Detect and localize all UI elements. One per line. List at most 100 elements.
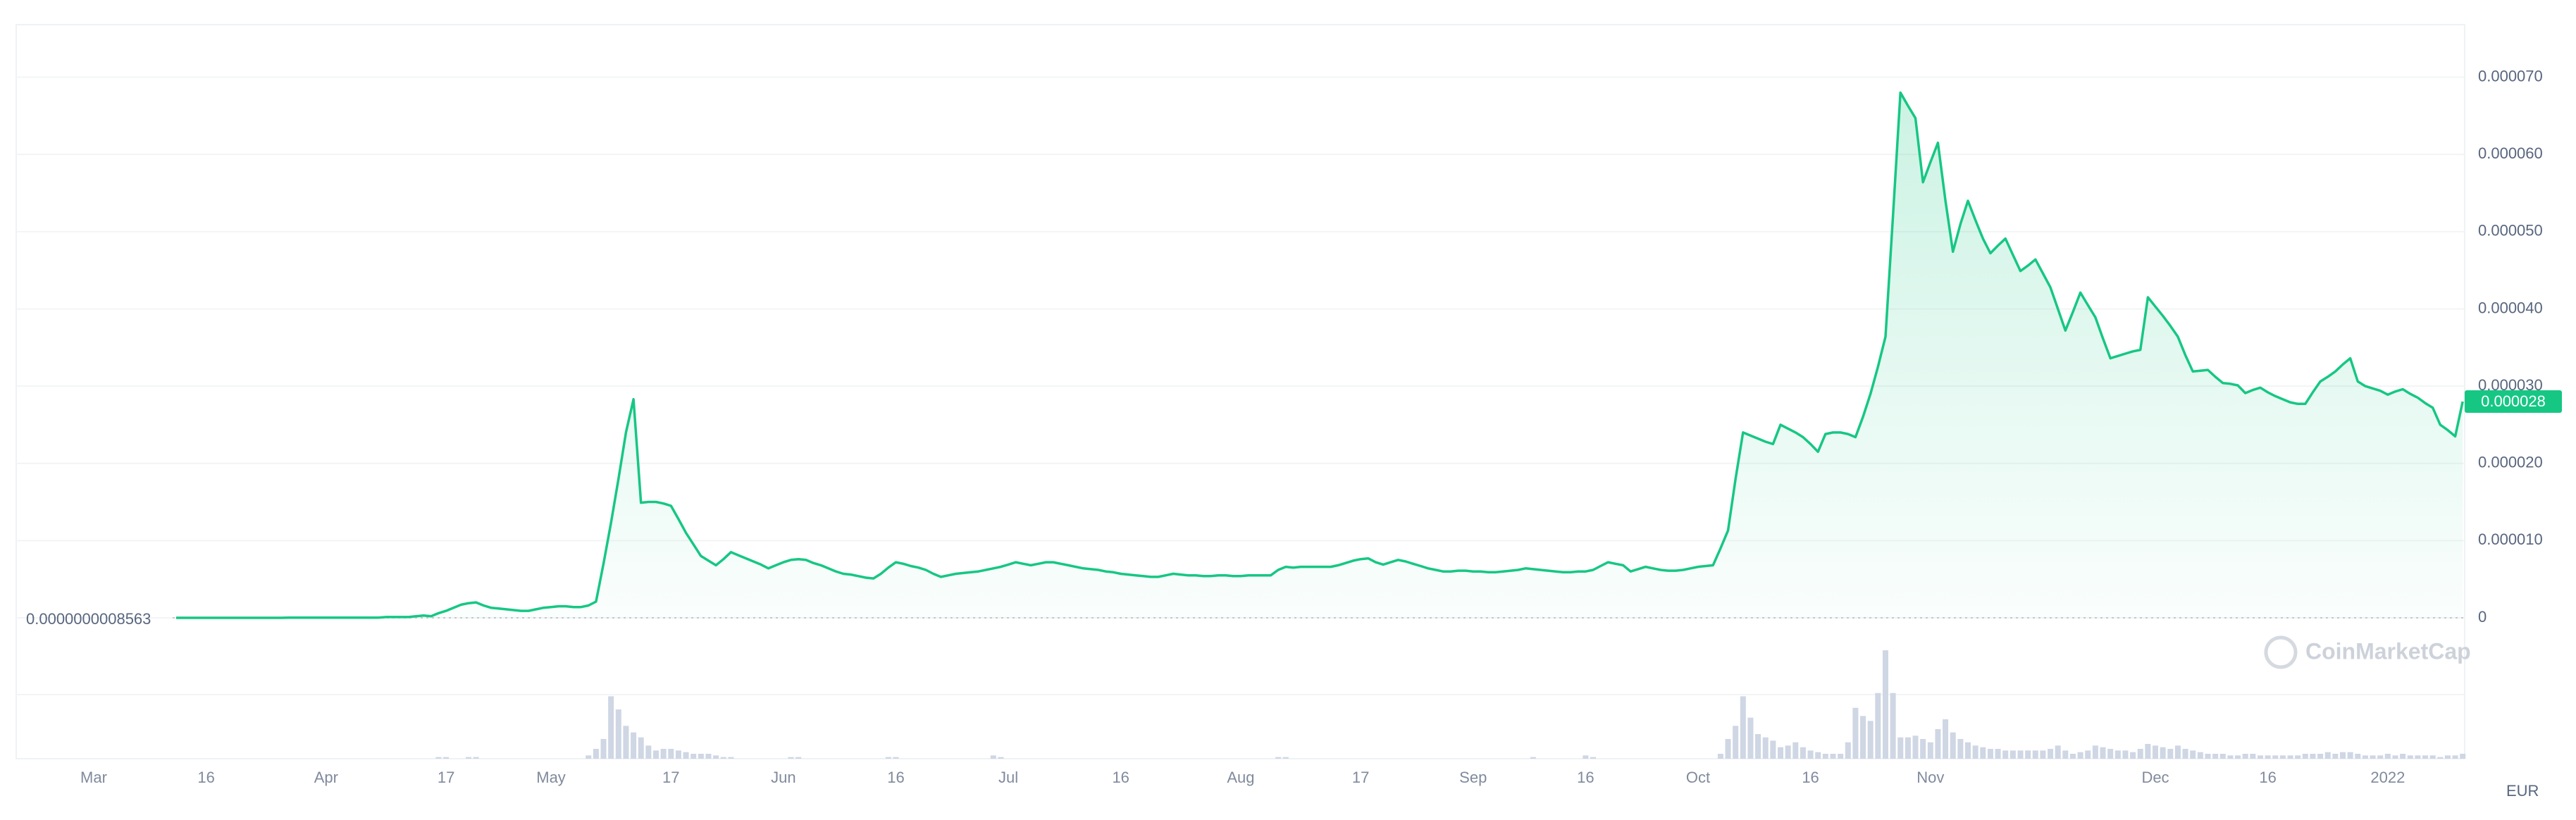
volume-bar xyxy=(2362,755,2368,759)
volume-bar xyxy=(720,757,726,759)
volume-bar xyxy=(2317,754,2324,759)
volume-bar xyxy=(1747,717,1754,759)
volume-bar xyxy=(691,754,697,759)
volume-bar xyxy=(2190,750,2196,759)
volume-bar xyxy=(1890,692,1896,759)
volume-bar xyxy=(1822,754,1828,759)
price-area xyxy=(176,92,2463,618)
y-tick-label: 0.000060 xyxy=(2478,144,2543,162)
volume-bar xyxy=(2048,749,2054,759)
volume-bar xyxy=(990,755,996,759)
volume-bar xyxy=(2295,755,2301,759)
volume-bar xyxy=(2272,755,2279,759)
volume-bar xyxy=(2107,749,2114,759)
volume-bar xyxy=(2174,745,2181,759)
volume-bar xyxy=(2235,755,2241,759)
volume-bar xyxy=(2279,755,2286,759)
volume-bar xyxy=(1800,747,1806,759)
volume-bar xyxy=(1733,726,1739,759)
y-tick-label: 0.000070 xyxy=(2478,67,2543,85)
volume-bar xyxy=(2392,755,2398,759)
volume-bar xyxy=(2377,755,2384,759)
volume-bar xyxy=(683,752,689,759)
volume-bar xyxy=(615,709,621,759)
volume-bar xyxy=(2347,752,2353,759)
y-tick-label: 0 xyxy=(2478,608,2487,626)
volume-bar xyxy=(705,754,712,759)
volume-bar xyxy=(2302,754,2308,759)
volume-bar xyxy=(2415,755,2421,759)
x-tick-label: Nov xyxy=(1916,769,1944,786)
volume-bar xyxy=(660,749,667,759)
watermark: CoinMarketCap xyxy=(2264,635,2471,669)
x-tick-label: 17 xyxy=(438,769,454,786)
volume-bar xyxy=(466,757,471,759)
volume-bar xyxy=(2197,752,2203,759)
volume-bar xyxy=(1950,732,1956,759)
volume-bar xyxy=(2040,750,2046,759)
volume-bar xyxy=(1935,729,1941,759)
volume-bar xyxy=(1778,747,1783,759)
volume-bar xyxy=(1875,692,1881,759)
volume-bar xyxy=(2429,755,2436,759)
x-tick-label: 2022 xyxy=(2370,769,2405,786)
volume-bar xyxy=(2370,755,2376,759)
x-tick-label: May xyxy=(536,769,566,786)
volume-bar xyxy=(2130,752,2136,759)
volume-bar xyxy=(2077,752,2083,759)
volume-bar xyxy=(1845,742,1851,759)
volume-bar xyxy=(675,750,681,759)
volume-bar xyxy=(2355,754,2361,759)
volume-bar xyxy=(2182,749,2188,759)
volume-bar xyxy=(2145,744,2151,759)
volume-bar xyxy=(2219,754,2226,759)
x-tick-label: 16 xyxy=(197,769,214,786)
volume-bar xyxy=(2167,749,2174,759)
volume-bar xyxy=(2257,755,2263,759)
volume-bar xyxy=(2055,745,2061,759)
volume-bar xyxy=(1755,734,1761,759)
volume-bar xyxy=(998,757,1004,759)
x-tick-label: 17 xyxy=(1352,769,1369,786)
plot-frame xyxy=(16,24,2465,759)
volume-bar xyxy=(788,757,794,759)
volume-bar xyxy=(2384,754,2391,759)
volume-bar xyxy=(1920,739,1926,759)
volume-bar xyxy=(2310,754,2316,759)
x-tick-label: Aug xyxy=(1227,769,1254,786)
x-tick-label: Dec xyxy=(2141,769,2169,786)
start-price-label: 0.0000000008563 xyxy=(26,610,151,628)
volume-bar xyxy=(2069,754,2076,759)
volume-bar xyxy=(2137,749,2143,759)
volume-bar xyxy=(668,749,674,759)
volume-bar xyxy=(1905,737,1911,759)
volume-bar xyxy=(893,757,899,759)
volume-bar xyxy=(2092,745,2098,759)
volume-bar xyxy=(1717,754,1723,759)
volume-bar xyxy=(2400,754,2406,759)
x-tick-label: 16 xyxy=(1802,769,1819,786)
volume-bar xyxy=(1980,747,1986,759)
volume-bar xyxy=(608,696,614,759)
volume-bar xyxy=(2437,757,2444,759)
volume-bar xyxy=(2100,747,2106,759)
volume-bar xyxy=(2153,745,2158,759)
volume-bar xyxy=(1882,650,1888,759)
volume-bar xyxy=(1275,757,1282,759)
currency-label: EUR xyxy=(2506,782,2539,800)
y-tick-label: 0.000040 xyxy=(2478,299,2543,316)
volume-bar xyxy=(1943,719,1949,759)
volume-bar xyxy=(2212,754,2219,759)
volume-bar xyxy=(631,732,637,759)
volume-bar xyxy=(1583,755,1589,759)
x-tick-label: Jun xyxy=(771,769,795,786)
volume-bar xyxy=(600,739,607,759)
volume-bar xyxy=(2340,752,2346,759)
volume-bar xyxy=(443,757,450,759)
volume-bar xyxy=(2324,752,2331,759)
volume-bar xyxy=(698,754,704,759)
volume-bar xyxy=(2122,750,2129,759)
volume-bar xyxy=(1995,749,2001,759)
volume-bar xyxy=(1590,757,1596,759)
volume-bar xyxy=(2444,755,2451,759)
